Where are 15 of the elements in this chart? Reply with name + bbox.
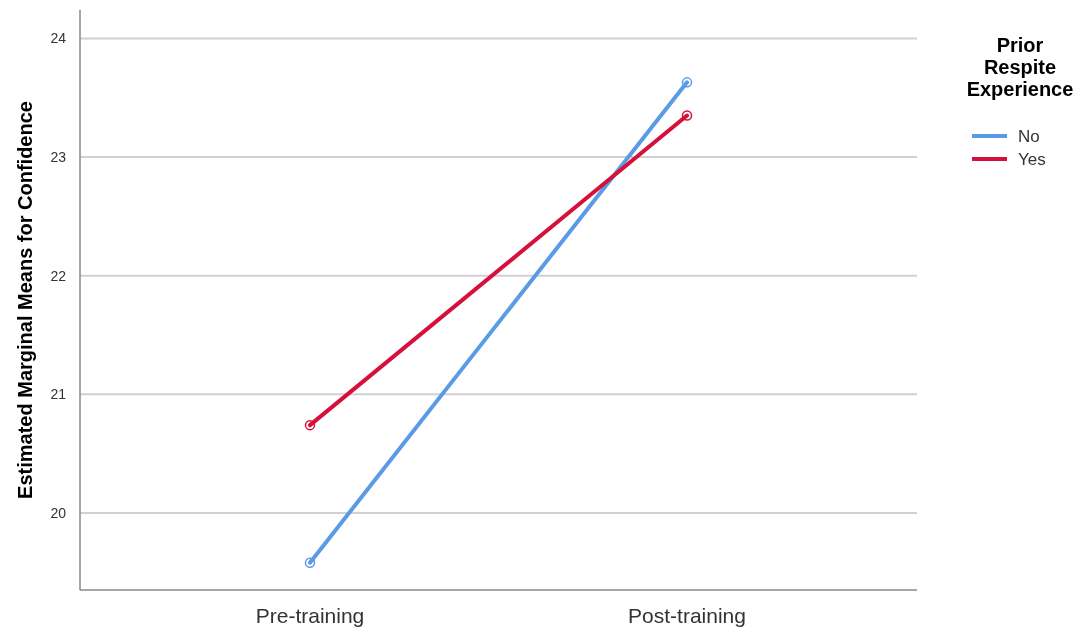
y-tick-label: 23 — [50, 148, 67, 165]
legend-label: No — [1018, 126, 1040, 146]
point — [681, 77, 693, 88]
point — [681, 110, 693, 121]
y-tick-label: 24 — [50, 30, 67, 47]
y-axis-title: Estimated Marginal Means for Confidence — [14, 101, 36, 499]
x-tick-label: Post-training — [628, 604, 746, 627]
legend-title: Prior Respite Experience — [966, 34, 1074, 100]
x-tick-label: Pre-training — [255, 604, 365, 627]
point — [304, 557, 316, 568]
y-tick-label: 21 — [50, 386, 67, 403]
legend-label: Yes — [1018, 149, 1046, 169]
y-tick-label: 20 — [50, 504, 67, 521]
point — [304, 419, 316, 431]
y-tick-label: 22 — [50, 267, 67, 284]
